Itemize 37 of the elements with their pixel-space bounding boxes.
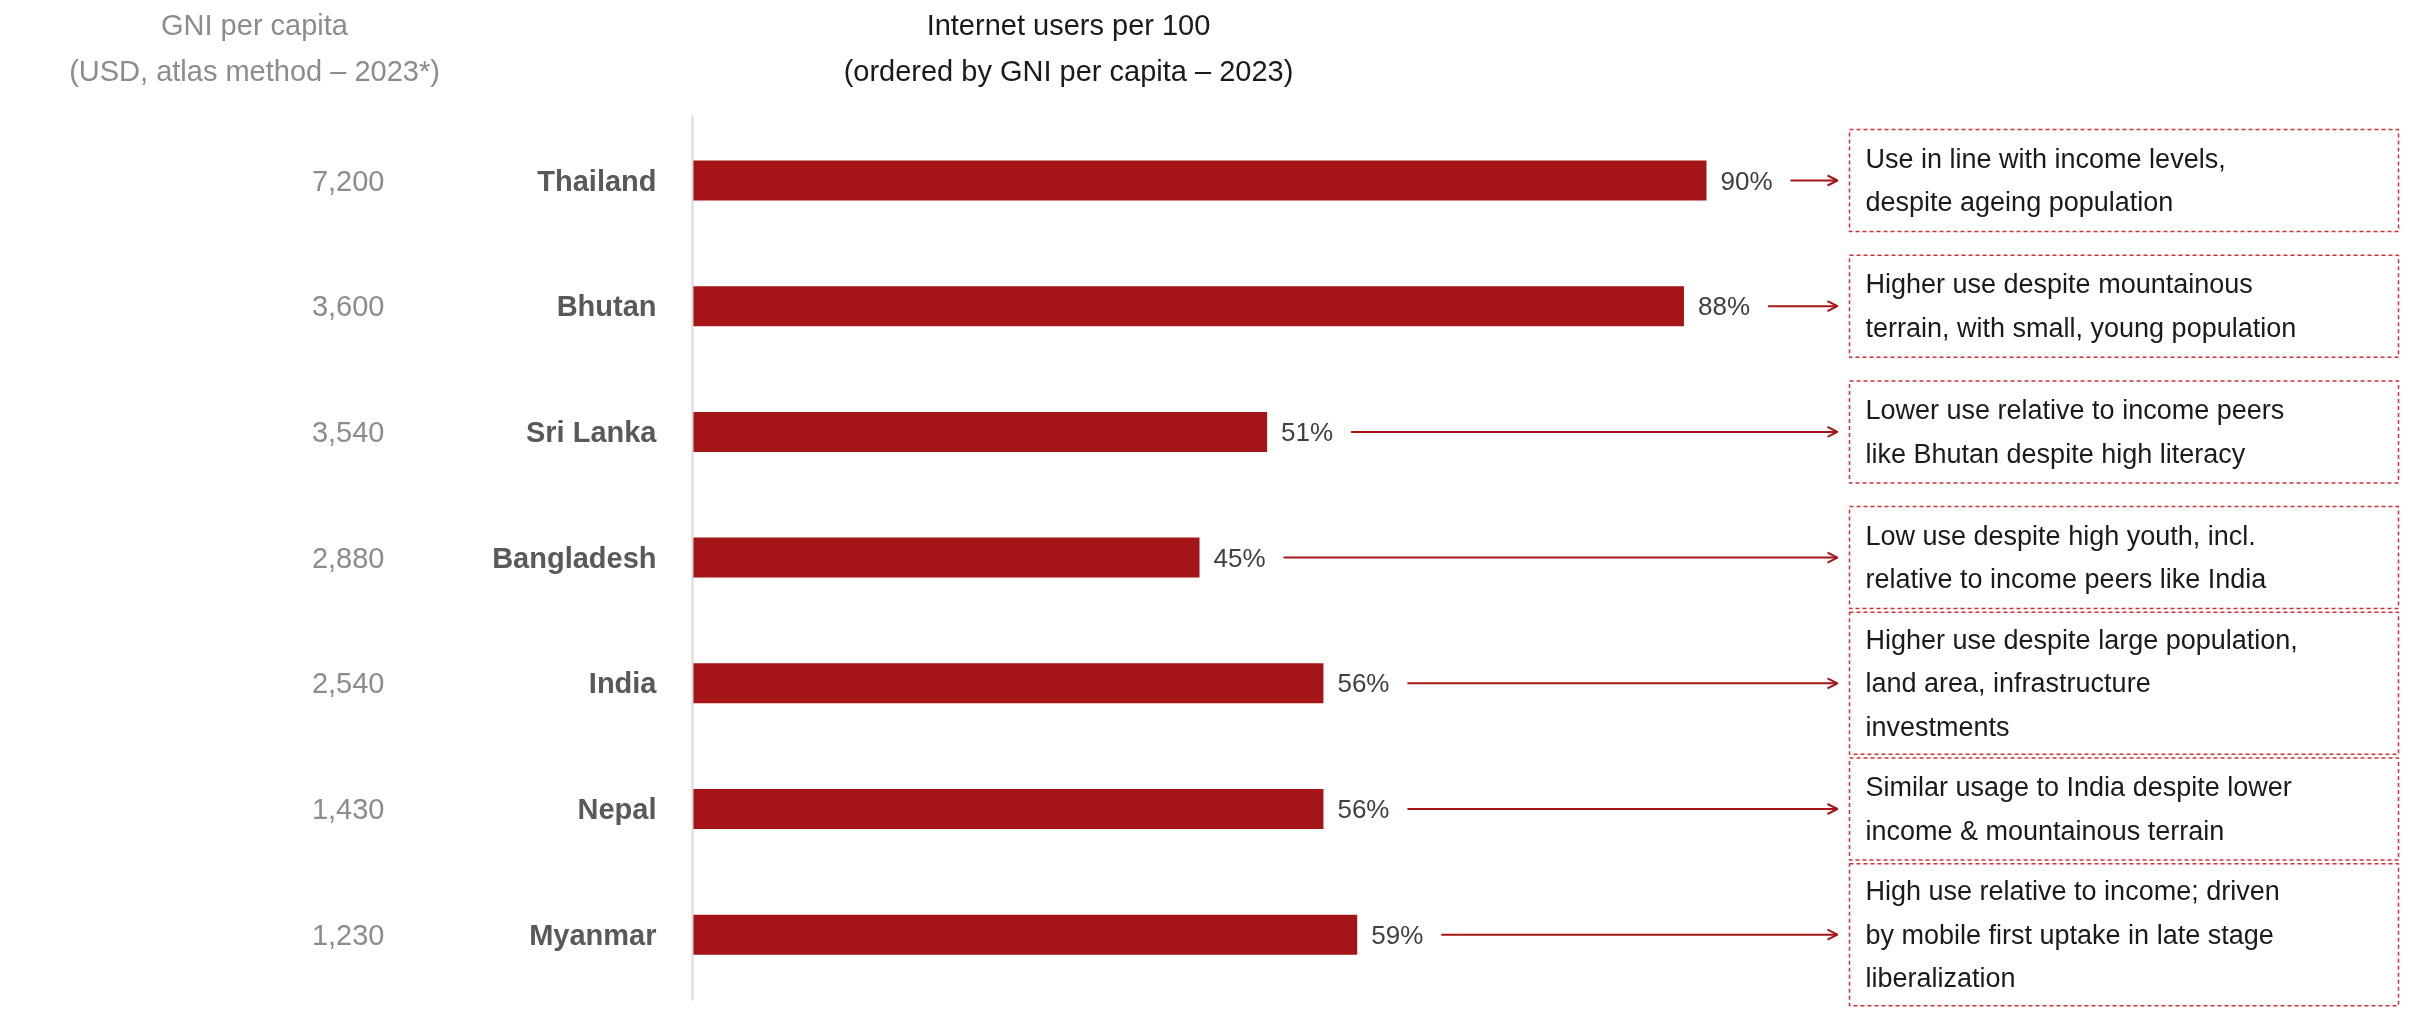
data-label: 56% (1337, 794, 1390, 824)
y2-tick-label: 1,230 (311, 918, 385, 951)
chart-title: Internet users per 100 (ordered by GNI per capita – 2023) (843, 8, 1294, 87)
y2-axis-title: GNI per capita (USD, atlas method – 2023*) (69, 8, 440, 87)
y-tick-label: Sri Lanka (525, 415, 658, 448)
y-tick-label: Nepal (577, 793, 657, 825)
data-label: 56% (1337, 668, 1390, 699)
y-tick-label: India (588, 667, 658, 700)
text: High use relative to income; driven by mobile first uptake in late stage liberalization (1865, 876, 2280, 994)
text: Higher use despite mountainous terrain, with small, young population (1865, 269, 2297, 343)
y-tick-label: Thailand (537, 164, 657, 197)
text: Use in line with income levels, despite ageing population (1865, 143, 2226, 218)
y-tick-label: Bangladesh (492, 541, 657, 574)
bar (692, 286, 1684, 327)
y2-tick-label: 3,600 (311, 290, 385, 323)
text: Low use despite high youth, incl. relative to income peers like India (1865, 520, 2268, 595)
y2-tick-label: 2,540 (311, 667, 385, 700)
bar (692, 537, 1200, 578)
y-tick-label: Myanmar (529, 918, 657, 951)
y2-tick-label: 1,430 (311, 793, 385, 825)
bar (692, 663, 1324, 704)
y2-tick-label: 3,540 (311, 415, 385, 448)
data-label: 59% (1371, 919, 1424, 950)
bar (692, 789, 1324, 829)
y2-tick-label: 2,880 (311, 541, 385, 574)
text: Similar usage to India despite lower income & mountainous terrain (1865, 772, 2292, 846)
data-label: 45% (1213, 542, 1266, 573)
bar (692, 914, 1358, 955)
bar (692, 160, 1707, 201)
y-tick-label: Bhutan (556, 290, 657, 323)
y2-tick-label: 7,200 (311, 164, 385, 197)
data-label: 88% (1697, 291, 1751, 322)
text: Higher use despite large population, land area, infrastructure investments (1865, 624, 2298, 742)
data-label: 51% (1281, 416, 1334, 447)
bar (692, 411, 1268, 452)
text: Lower use relative to income peers like Bhutan despite high literacy (1865, 395, 2285, 469)
data-label: 90% (1720, 165, 1773, 196)
